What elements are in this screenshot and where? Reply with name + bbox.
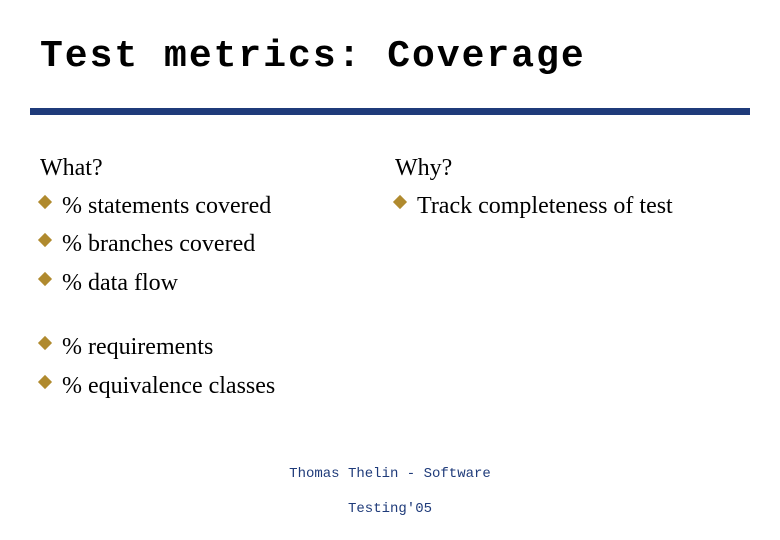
list-item: % data flow — [40, 267, 395, 299]
list-item-label: % requirements — [62, 334, 213, 360]
slide: Test metrics: Coverage What? % statement… — [0, 0, 780, 540]
list-item: % statements covered — [40, 190, 395, 222]
column-what: What? % statements covered % branches co… — [40, 155, 395, 408]
diamond-icon — [38, 374, 52, 388]
diamond-icon — [38, 195, 52, 209]
list-item-label: % statements covered — [62, 193, 271, 219]
list-item: % requirements — [40, 331, 395, 363]
list-item: % branches covered — [40, 228, 395, 260]
slide-footer: Thomas Thelin - Software Testing'05 — [0, 448, 780, 518]
list-item-label: % branches covered — [62, 231, 255, 257]
diamond-icon — [38, 272, 52, 286]
slide-title: Test metrics: Coverage — [40, 35, 586, 78]
list-item-label: % data flow — [62, 270, 178, 296]
footer-line-2: Testing'05 — [348, 501, 432, 517]
what-list-group-2: % requirements % equivalence classes — [40, 331, 395, 402]
diamond-icon — [38, 336, 52, 350]
column-why: Why? Track completeness of test — [395, 155, 740, 408]
why-list: Track completeness of test — [395, 190, 740, 222]
diamond-icon — [38, 233, 52, 247]
what-list-group-1: % statements covered % branches covered … — [40, 190, 395, 299]
list-item-label: Track completeness of test — [417, 193, 673, 219]
group-spacer — [40, 305, 395, 331]
list-item: % equivalence classes — [40, 370, 395, 402]
footer-line-1: Thomas Thelin - Software — [289, 466, 491, 482]
list-item-label: % equivalence classes — [62, 373, 275, 399]
list-item: Track completeness of test — [395, 190, 740, 222]
diamond-icon — [393, 195, 407, 209]
what-heading: What? — [40, 155, 395, 182]
content-columns: What? % statements covered % branches co… — [40, 155, 740, 408]
title-underline — [30, 108, 750, 115]
why-heading: Why? — [395, 155, 740, 182]
